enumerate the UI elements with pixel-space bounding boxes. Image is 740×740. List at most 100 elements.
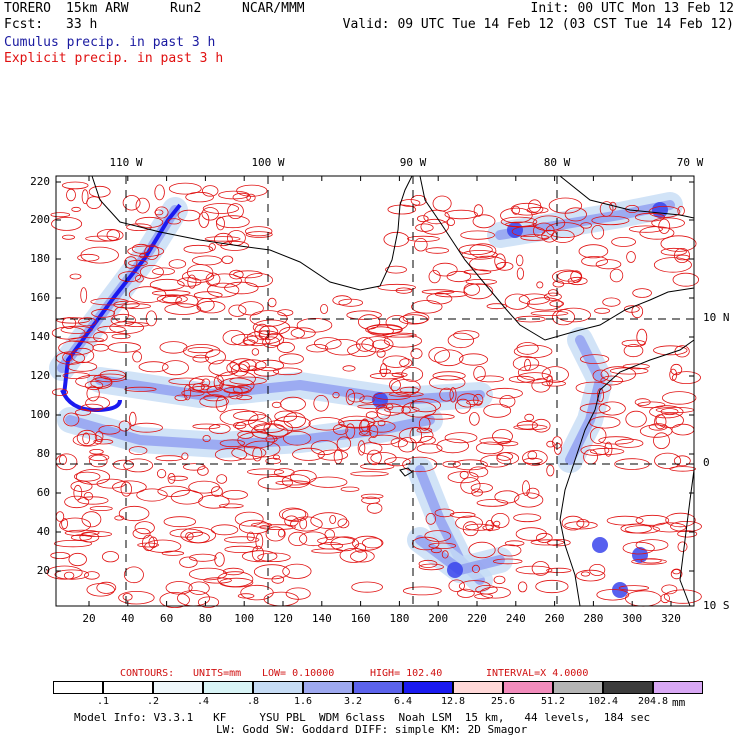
precip-contour: [157, 468, 167, 479]
precip-contour: [217, 571, 254, 588]
precip-contour: [557, 270, 582, 282]
precip-contour: [58, 340, 94, 356]
legend-swatch: [53, 681, 103, 694]
precip-contour: [163, 516, 197, 528]
precip-contour: [176, 590, 210, 607]
precip-contour: [462, 521, 479, 537]
precip-contour: [80, 287, 88, 304]
precip-contour: [429, 375, 466, 390]
precip-contour: [154, 206, 169, 219]
precip-contour: [96, 581, 117, 594]
precip-contour: [471, 564, 480, 574]
precip-contour: [339, 548, 368, 563]
legend-swatch: [403, 681, 453, 694]
y-tick-label: 60: [36, 486, 50, 499]
precip-contour: [544, 292, 562, 301]
precip-contour: [448, 579, 465, 592]
init-time: Init: 00 UTC Mon 13 Feb 12: [530, 1, 735, 16]
precip-contour: [621, 339, 646, 347]
longitude-label: 90 W: [399, 156, 427, 169]
precip-contour: [623, 305, 640, 313]
precip-contour: [347, 343, 377, 358]
precip-contour: [61, 518, 68, 530]
precip-contour: [229, 269, 244, 280]
precip-contour: [240, 584, 274, 601]
precip-contour: [494, 490, 520, 504]
longitude-label: 80 W: [543, 156, 571, 169]
precip-contour: [358, 419, 370, 435]
precip-contour: [466, 399, 483, 405]
precip-contour: [67, 361, 98, 372]
legend-swatch: [303, 681, 353, 694]
precip-contour: [391, 372, 408, 378]
precip-contour: [188, 581, 210, 595]
y-tick-label: 100: [30, 408, 50, 421]
precip-contour: [174, 394, 188, 401]
field-cumulus-title: Cumulus precip. in past 3 h: [4, 35, 216, 50]
precip-contour: [86, 583, 115, 597]
lat-lon-grid: [56, 176, 694, 606]
precip-contour: [357, 440, 366, 456]
precip-contour: [365, 411, 378, 419]
precip-contour: [468, 466, 489, 478]
precip-contour: [357, 404, 388, 410]
precip-contour: [288, 531, 308, 547]
x-tick-label: 160: [350, 612, 371, 625]
precip-contour: [282, 430, 312, 446]
precip-contour: [50, 552, 70, 560]
precip-contour: [281, 508, 309, 522]
precip-contour: [283, 412, 306, 429]
precip-contour: [420, 435, 436, 445]
precip-contour: [536, 281, 544, 289]
precip-contour: [522, 450, 548, 466]
precip-contour: [162, 360, 189, 376]
contours-units: UNITS=mm: [193, 668, 242, 679]
precip-contour: [589, 416, 621, 429]
precip-contour: [589, 447, 625, 455]
legend-swatch: [603, 681, 653, 694]
model-info: Model Info: V3.3.1 KF YSU PBL WDM 6class…: [74, 711, 651, 724]
coastline-outline: [91, 175, 695, 607]
y-tick-label: 120: [30, 369, 50, 382]
precip-contour: [167, 472, 176, 484]
precip-contour: [636, 328, 648, 346]
precip-contour: [493, 575, 506, 585]
org-label: NCAR/MMM: [242, 1, 305, 16]
precip-contour: [366, 502, 383, 514]
precip-contour: [168, 182, 202, 195]
precip-contour: [515, 527, 547, 541]
precip-contour: [259, 524, 296, 530]
precip-contour: [340, 486, 360, 492]
precip-contour: [428, 346, 451, 363]
precip-contour: [382, 355, 410, 368]
precip-contour: [460, 230, 495, 240]
x-tick-label: 80: [198, 612, 213, 625]
precip-contour: [138, 361, 169, 373]
precip-contour: [485, 519, 495, 532]
precip-contour: [50, 212, 71, 218]
precip-contour: [66, 188, 76, 202]
precip-contour: [473, 365, 486, 381]
precip-contour: [222, 489, 248, 500]
precip-contour: [337, 518, 350, 529]
x-tick-label: 280: [583, 612, 604, 625]
precip-contour: [281, 474, 311, 489]
precip-contour: [253, 423, 285, 433]
precip-contour: [60, 325, 93, 334]
precip-contour: [531, 418, 551, 433]
legend-value: .8: [246, 696, 260, 707]
precip-contour: [508, 375, 535, 383]
precip-contour: [68, 552, 87, 567]
precip-contour: [628, 225, 663, 233]
precip-contour: [442, 460, 461, 468]
precip-contour: [390, 379, 421, 396]
precip-contour: [546, 440, 555, 448]
precip-contour: [180, 527, 217, 544]
precip-contour: [591, 215, 630, 226]
precip-contour: [415, 223, 434, 232]
x-tick-label: 320: [661, 612, 681, 625]
precip-contour: [144, 539, 182, 553]
precip-contour: [439, 387, 454, 402]
precip-contour: [483, 403, 512, 418]
precip-contour: [411, 300, 443, 314]
